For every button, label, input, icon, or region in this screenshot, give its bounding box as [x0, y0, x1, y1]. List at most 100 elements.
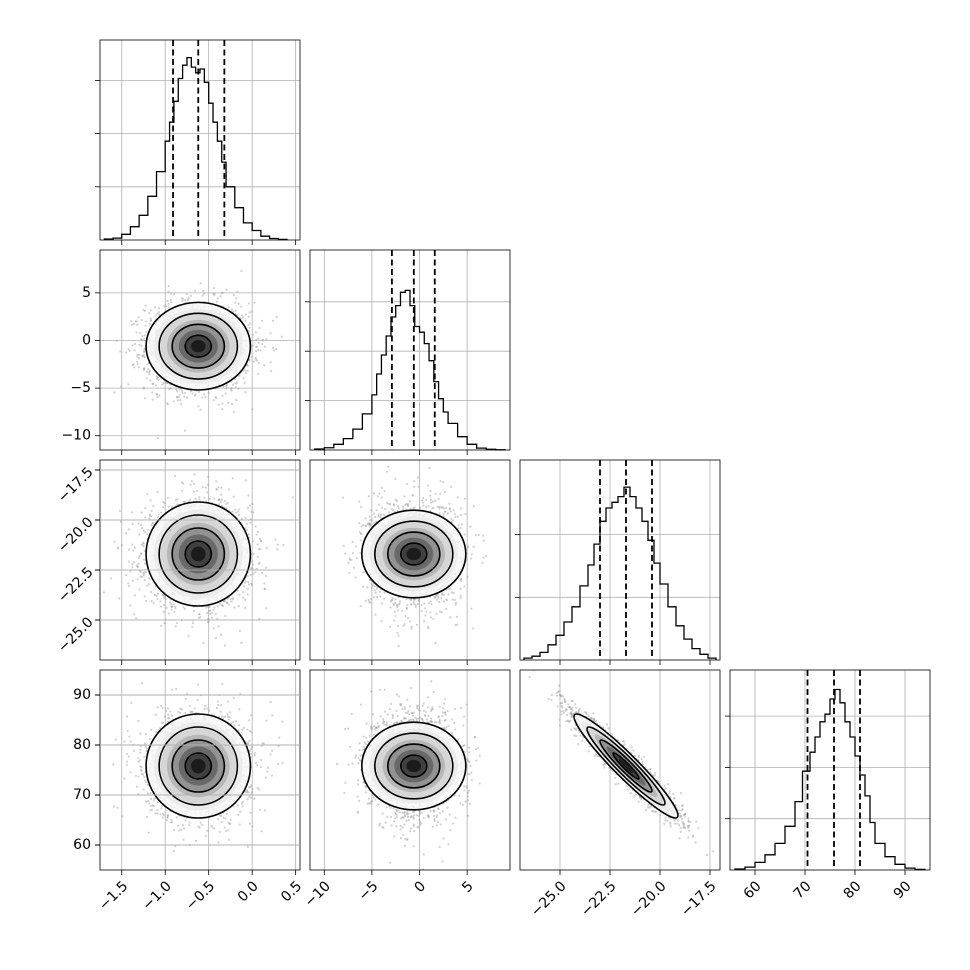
scatter-point: [245, 522, 249, 526]
scatter-point: [142, 350, 146, 354]
scatter-point: [132, 560, 136, 564]
scatter-point: [170, 606, 173, 609]
scatter-point: [459, 513, 462, 517]
scatter-point: [205, 606, 208, 609]
scatter-point: [168, 601, 172, 604]
scatter-point: [142, 571, 146, 574]
scatter-point: [183, 429, 187, 432]
scatter-point: [409, 507, 412, 510]
scatter-point: [218, 498, 221, 501]
scatter-point: [147, 528, 150, 532]
scatter-point: [263, 582, 266, 585]
scatter-point: [152, 505, 155, 508]
scatter-point: [255, 345, 259, 348]
scatter-point: [166, 403, 169, 406]
scatter-point: [189, 498, 192, 502]
scatter-point: [170, 292, 173, 295]
scatter-point: [263, 588, 267, 591]
scatter-point: [258, 617, 261, 620]
scatter-point: [232, 310, 235, 313]
scatter-point: [139, 331, 142, 334]
scatter-point: [255, 338, 258, 342]
scatter-point: [255, 346, 258, 349]
scatter-point: [187, 634, 190, 638]
scatter-point: [214, 612, 217, 616]
scatter-point: [454, 603, 457, 606]
scatter-point: [171, 604, 174, 608]
scatter-point: [410, 625, 413, 628]
scatter-point: [261, 342, 264, 346]
scatter-point: [140, 575, 144, 579]
scatter-point: [432, 617, 435, 621]
scatter-point: [142, 542, 145, 545]
scatter-point: [140, 344, 143, 347]
scatter-point: [159, 605, 162, 608]
scatter-point: [377, 503, 381, 506]
scatter-point: [369, 523, 372, 526]
scatter-point: [258, 326, 261, 330]
scatter-point: [214, 395, 217, 398]
scatter-point: [138, 353, 141, 356]
panel-frame: [99, 39, 301, 241]
scatter-point: [246, 574, 250, 578]
scatter-point: [143, 356, 147, 359]
scatter-point: [429, 489, 432, 492]
scatter-point: [264, 574, 268, 578]
scatter-point: [203, 496, 206, 500]
scatter-point: [133, 343, 137, 346]
scatter-point: [181, 299, 184, 302]
scatter-point: [153, 593, 157, 596]
scatter-point: [220, 486, 223, 489]
scatter-point: [263, 364, 266, 367]
scatter-point: [142, 387, 145, 390]
scatter-point: [137, 522, 140, 525]
scatter-point: [158, 394, 161, 397]
scatter-point: [148, 372, 151, 376]
scatter-point: [413, 598, 416, 601]
scatter-point: [143, 309, 146, 313]
scatter-point: [127, 548, 131, 551]
scatter-point: [118, 597, 121, 600]
scatter-point: [251, 567, 254, 570]
scatter-point: [193, 482, 196, 485]
scatter-point: [417, 598, 421, 602]
scatter-point: [251, 502, 254, 506]
scatter-point: [256, 555, 259, 559]
scatter-point: [180, 481, 184, 484]
scatter-point: [227, 305, 230, 309]
scatter-point: [191, 625, 194, 628]
scatter-point: [378, 516, 382, 519]
scatter-point: [415, 623, 419, 626]
scatter-point: [208, 609, 211, 613]
scatter-point: [221, 402, 224, 405]
scatter-point: [156, 490, 159, 493]
scatter-point: [178, 388, 181, 391]
scatter-point: [140, 511, 143, 514]
scatter-point: [143, 334, 147, 337]
scatter-point: [110, 577, 113, 580]
scatter-point: [142, 574, 146, 577]
scatter-point: [149, 319, 153, 322]
scatter-point: [132, 322, 136, 326]
scatter-point: [137, 562, 140, 565]
scatter-point: [273, 349, 276, 352]
scatter-point: [241, 316, 245, 319]
scatter-point: [466, 546, 469, 549]
scatter-point: [146, 492, 149, 495]
scatter-point: [248, 504, 251, 507]
scatter-point: [196, 489, 199, 493]
scatter-point: [143, 367, 146, 370]
scatter-point: [275, 315, 278, 319]
scatter-point: [142, 529, 145, 532]
scatter-point: [232, 495, 235, 498]
scatter-point: [160, 511, 163, 514]
scatter-point: [237, 513, 241, 517]
scatter-point: [230, 403, 234, 406]
contour-1: [171, 527, 226, 581]
scatter-point: [137, 316, 140, 319]
panel-frame: [519, 459, 721, 661]
scatter-point: [217, 486, 220, 489]
scatter-point: [391, 508, 395, 512]
scatter-point: [242, 377, 245, 380]
scatter-point: [383, 597, 386, 600]
